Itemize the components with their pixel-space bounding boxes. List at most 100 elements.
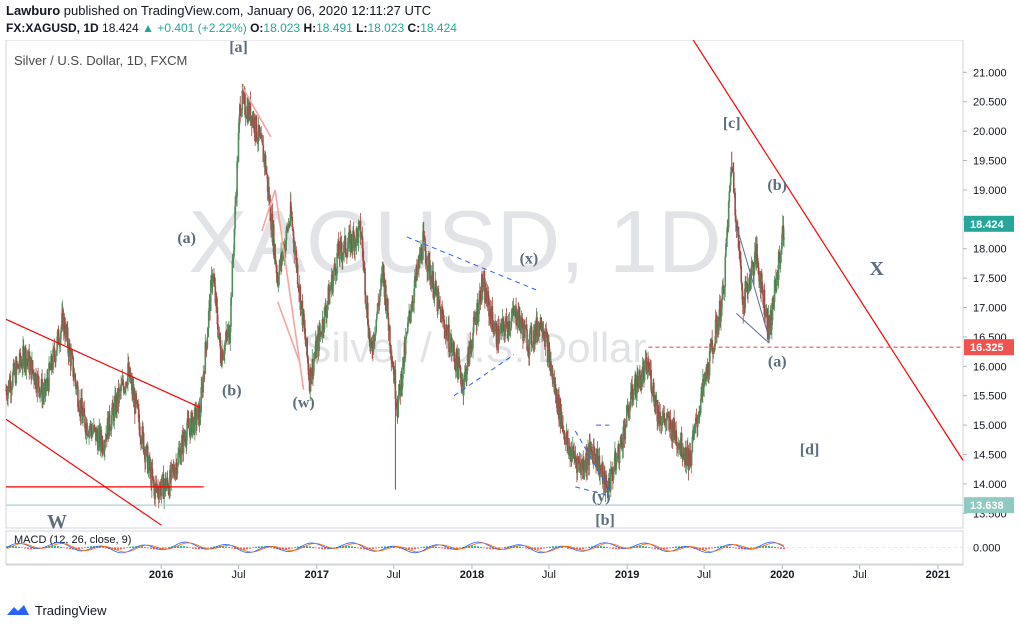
candle-body xyxy=(70,353,72,367)
candle-body xyxy=(542,330,545,336)
candle-body xyxy=(334,268,337,276)
candle-body xyxy=(466,371,468,381)
macd-hist-bar xyxy=(399,547,401,549)
left-downtrend-line xyxy=(5,318,201,409)
candle-body xyxy=(756,243,758,258)
x-tick-label: 2016 xyxy=(149,569,173,581)
macd-hist-bar xyxy=(378,547,380,548)
candle-body xyxy=(345,253,348,256)
wave-label: X xyxy=(869,258,884,280)
macd-hist-bar xyxy=(783,547,785,550)
macd-hist-bar xyxy=(414,547,416,550)
candle-body xyxy=(219,346,222,364)
y-tick-label: 14.000 xyxy=(973,479,1007,491)
candle-body xyxy=(42,392,44,402)
x-tick-label: 2017 xyxy=(305,569,329,581)
candle-body xyxy=(7,388,9,399)
candle-body xyxy=(346,247,349,257)
candle-body xyxy=(60,326,63,334)
macd-hist-bar xyxy=(441,547,443,549)
candle-body xyxy=(15,360,18,384)
candle-body xyxy=(645,357,648,374)
candle-body xyxy=(492,320,494,333)
candle-body xyxy=(692,434,694,437)
candle-body xyxy=(647,361,650,366)
macd-hist-bar xyxy=(318,547,320,549)
candle-body xyxy=(627,404,629,413)
candle-body xyxy=(363,262,366,269)
macd-hist-bar xyxy=(543,547,545,549)
candle-body xyxy=(576,458,579,473)
macd-hist-bar xyxy=(483,547,485,549)
candle-body xyxy=(663,413,666,420)
candle-body xyxy=(16,360,18,368)
candle-body xyxy=(471,348,474,350)
candle-body xyxy=(344,236,347,254)
candle-body xyxy=(213,281,216,286)
candle-body xyxy=(226,331,228,335)
candle-body xyxy=(101,440,104,452)
macd-hist-bar xyxy=(735,547,737,549)
candle-body xyxy=(219,332,221,347)
candle-body xyxy=(31,360,34,371)
candle-body xyxy=(771,320,773,330)
candle-body xyxy=(129,367,131,382)
candle-body xyxy=(295,250,298,268)
candle-body xyxy=(421,259,424,261)
macd-hist-bar xyxy=(228,547,230,548)
price-chart[interactable]: XAGUSD, 1D Silver / U.S. Dollar Silver / U… xyxy=(0,40,1020,598)
candle-body xyxy=(671,421,674,442)
candle-body xyxy=(476,303,479,321)
candle-body xyxy=(177,451,180,453)
y-tick-label: 19.000 xyxy=(973,185,1007,197)
candle-body xyxy=(502,318,504,322)
candle-body xyxy=(449,343,452,354)
candle-body xyxy=(643,363,646,381)
candle-body xyxy=(720,298,723,316)
candle-body xyxy=(509,328,511,332)
macd-hist-bar xyxy=(123,547,125,549)
candle-body xyxy=(153,479,155,488)
candle-body xyxy=(292,230,295,244)
candle-body xyxy=(306,338,308,357)
macd-hist-bar xyxy=(69,547,71,550)
candle-body xyxy=(488,298,490,317)
candle-body xyxy=(265,171,268,174)
macd-hist-bar xyxy=(501,547,503,549)
candle-body xyxy=(463,375,465,390)
low-label: L: xyxy=(356,21,368,35)
candle-body xyxy=(588,442,591,465)
macd-hist-bar xyxy=(771,546,773,548)
candle-body xyxy=(93,425,96,428)
macd-hist-bar xyxy=(237,547,239,550)
macd-hist-bar xyxy=(705,547,707,550)
candle-body xyxy=(234,206,236,229)
candle-body xyxy=(176,465,179,475)
macd-hist-bar xyxy=(285,547,287,550)
candle-body xyxy=(276,273,278,276)
candle-body xyxy=(53,348,56,357)
candle-body xyxy=(538,323,540,338)
candle-body xyxy=(761,272,763,285)
macd-hist-bar xyxy=(27,547,29,550)
candle-body xyxy=(408,311,410,319)
candle-body xyxy=(343,240,345,253)
macd-hist-bar xyxy=(534,547,536,550)
candle-body xyxy=(632,390,635,401)
candle-body xyxy=(406,332,408,334)
candle-body xyxy=(682,453,685,458)
watermark-name: Silver / U.S. Dollar xyxy=(303,324,646,371)
candle-body xyxy=(196,419,198,425)
macd-hist-bar xyxy=(81,547,83,549)
macd-hist-bar xyxy=(552,546,554,548)
candle-body xyxy=(285,240,287,251)
macd-hist-bar xyxy=(183,546,185,548)
candle-body xyxy=(281,254,284,262)
macd-hist-bar xyxy=(162,547,164,549)
y-tick-label: 16.000 xyxy=(973,361,1007,373)
candle-body xyxy=(299,285,302,310)
macd-hist-bar xyxy=(198,547,200,550)
candle-body xyxy=(232,258,234,261)
candle-body xyxy=(9,380,12,393)
candle-body xyxy=(84,416,86,429)
